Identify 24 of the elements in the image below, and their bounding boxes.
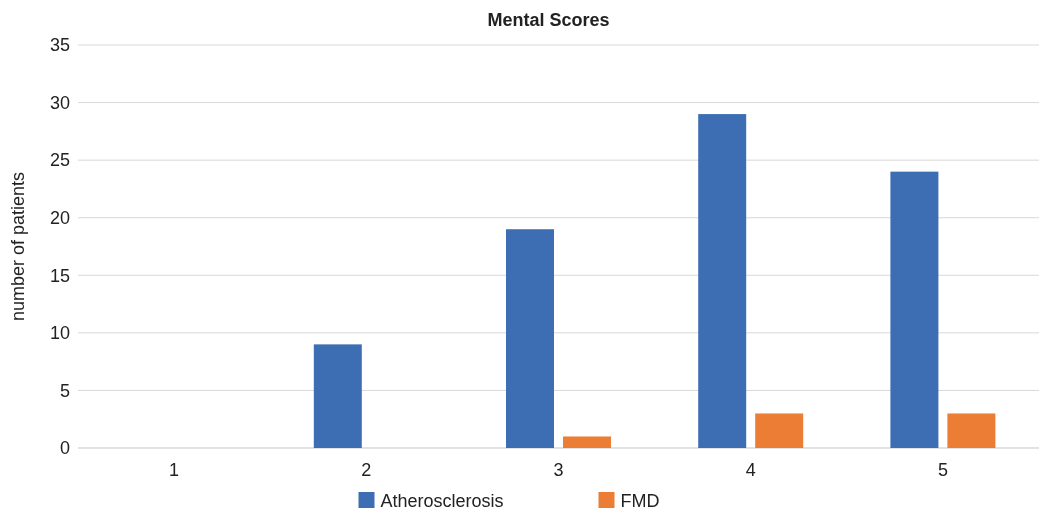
- x-tick-label: 2: [361, 460, 372, 480]
- y-tick-label: 15: [49, 265, 70, 286]
- x-tick-label: 4: [745, 460, 756, 480]
- x-tick-label: 3: [553, 460, 564, 480]
- bar: [947, 413, 996, 448]
- y-tick-label: 10: [49, 323, 70, 344]
- y-axis-title: number of patients: [8, 171, 28, 322]
- bar: [506, 229, 554, 448]
- y-tick-label: 35: [49, 35, 70, 56]
- legend-label: Atherosclerosis: [380, 491, 504, 511]
- y-tick-label: 0: [59, 438, 70, 459]
- y-tick-label: 5: [59, 380, 70, 401]
- y-tick-label: 30: [49, 92, 70, 113]
- x-tick-label: 5: [937, 460, 948, 480]
- x-tick-label: 1: [169, 460, 180, 480]
- bar: [755, 413, 804, 448]
- bar: [563, 436, 611, 448]
- bar: [698, 114, 747, 448]
- bar: [313, 344, 362, 448]
- bar: [890, 171, 939, 448]
- y-tick-label: 20: [49, 208, 70, 229]
- chart-title: Mental Scores: [487, 10, 610, 30]
- legend-label: FMD: [620, 491, 660, 511]
- y-tick-label: 25: [49, 150, 70, 171]
